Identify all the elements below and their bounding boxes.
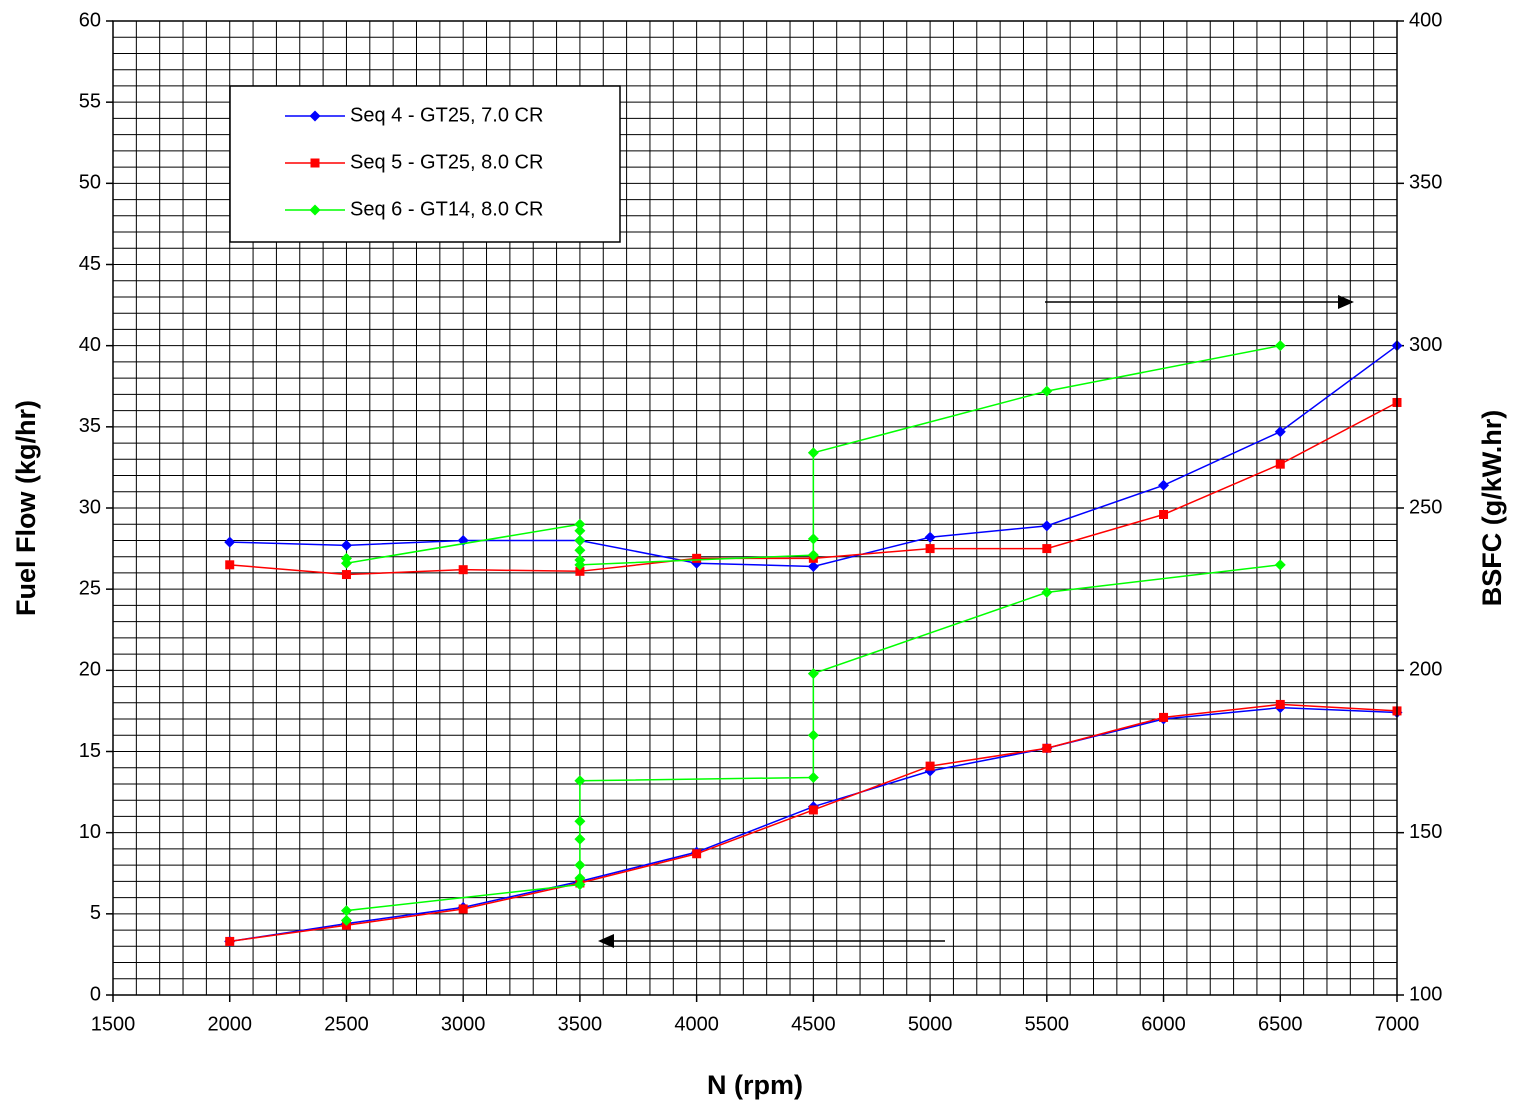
x-tick-label: 5000 [908,1013,953,1035]
y-tick-label: 20 [79,659,101,681]
y2-tick-label: 200 [1409,659,1442,681]
legend-marker [310,158,320,168]
y2-tick-label: 150 [1409,821,1442,843]
marker [1041,586,1053,598]
marker [224,536,236,548]
marker [1275,699,1285,709]
x-tick-label: 3000 [441,1013,486,1035]
y-tick-label: 0 [90,983,101,1005]
marker [1274,559,1286,571]
marker [340,905,352,917]
legend-label: Seq 5 - GT25, 8.0 CR [350,151,543,173]
marker [807,729,819,741]
marker [574,544,586,556]
y-tick-label: 5 [90,902,101,924]
marker [574,872,586,884]
marker [574,859,586,871]
marker [807,447,819,459]
marker [807,533,819,545]
marker [458,904,468,914]
marker [225,936,235,946]
y-tick-label: 15 [79,740,101,762]
x-tick-label: 1500 [91,1013,136,1035]
marker [1042,743,1052,753]
legend-marker [309,204,321,216]
marker [225,560,235,570]
x-tick-label: 4500 [791,1013,836,1035]
x-tick-label: 6500 [1258,1013,1303,1035]
x-tick-label: 2000 [207,1013,252,1035]
y2-tick-label: 300 [1409,334,1442,356]
legend-marker [309,110,321,122]
marker [574,775,586,787]
marker [1158,479,1170,491]
y-tick-label: 35 [79,415,101,437]
marker [574,833,586,845]
y-axis-title: Fuel Flow (kg/hr) [11,400,41,616]
marker [807,668,819,680]
marker [925,544,935,554]
y2-tick-label: 350 [1409,172,1442,194]
marker [574,815,586,827]
y2-axis-title: BSFC (g/kW.hr) [1477,410,1507,607]
x-tick-label: 5500 [1025,1013,1070,1035]
marker [1042,544,1052,554]
marker [574,525,586,537]
marker [574,518,586,530]
marker [807,560,819,572]
y-tick-label: 55 [79,90,101,112]
marker [341,570,351,580]
x-tick-label: 3500 [558,1013,603,1035]
y-tick-label: 50 [79,172,101,194]
marker [340,557,352,569]
marker [807,771,819,783]
marks [224,340,1403,947]
marker [1159,712,1169,722]
y-tick-label: 45 [79,253,101,275]
marker [1041,520,1053,532]
marker [1275,459,1285,469]
legend-label: Seq 6 - GT14, 8.0 CR [350,198,543,220]
y2-tick-label: 400 [1409,9,1442,31]
marker [575,566,585,576]
marker [924,531,936,543]
arrow-right-head [1338,295,1354,309]
y-tick-label: 30 [79,496,101,518]
marker [1274,426,1286,438]
arrow-left-head [598,934,614,948]
marker [340,539,352,551]
y2-tick-label: 250 [1409,496,1442,518]
legend-label: Seq 4 - GT25, 7.0 CR [350,104,543,126]
marker [692,849,702,859]
y-tick-label: 60 [79,9,101,31]
x-tick-label: 6000 [1141,1013,1186,1035]
y-tick-label: 10 [79,821,101,843]
y-tick-label: 40 [79,334,101,356]
legend-box [229,85,621,243]
marker [340,914,352,926]
marker [807,549,819,561]
marker [692,553,702,563]
marker [1274,340,1286,352]
marker [574,534,586,546]
y2-tick-label: 100 [1409,983,1442,1005]
plot-frame [112,20,1398,996]
marker [1041,385,1053,397]
marker [458,565,468,575]
x-tick-label: 2500 [324,1013,369,1035]
marker [574,879,586,891]
x-tick-label: 7000 [1375,1013,1420,1035]
marker [808,805,818,815]
marker [574,559,586,571]
x-axis-title: N (rpm) [707,1070,803,1100]
marker [1159,509,1169,519]
marker [925,761,935,771]
y-tick-label: 25 [79,577,101,599]
legend: Seq 4 - GT25, 7.0 CR Seq 5 - GT25, 8.0 CR… [229,85,621,243]
x-tick-label: 4000 [674,1013,719,1035]
